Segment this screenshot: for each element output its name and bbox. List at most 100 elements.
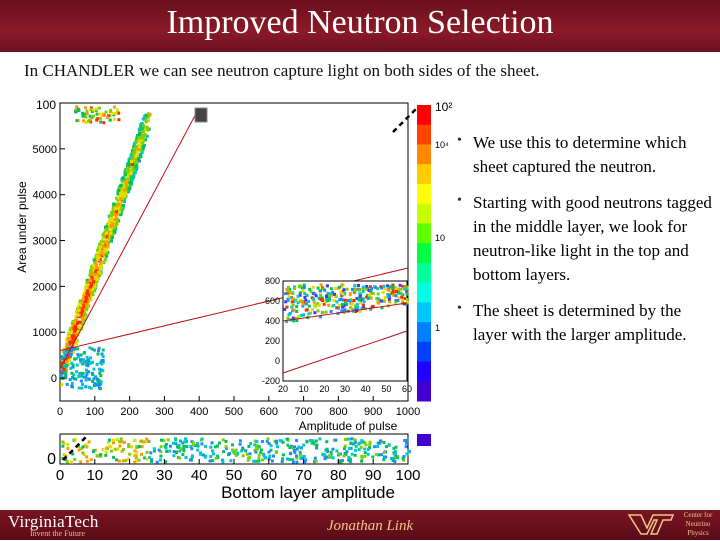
heat-cell bbox=[110, 234, 114, 238]
heat-cell bbox=[294, 298, 298, 302]
heat-cell bbox=[129, 159, 134, 164]
heat-cell bbox=[281, 457, 285, 461]
heat-cell bbox=[118, 440, 122, 444]
heat-cell bbox=[73, 438, 77, 442]
heat-cell bbox=[309, 439, 312, 442]
heat-cell bbox=[211, 452, 215, 456]
x-tick-label: 40 bbox=[361, 384, 371, 394]
heat-cell bbox=[382, 299, 386, 303]
heat-cell bbox=[381, 291, 385, 294]
heat-cell bbox=[94, 256, 98, 260]
heat-cell bbox=[360, 459, 364, 463]
heat-cell bbox=[112, 455, 115, 459]
main-x-ticks: 0 100 200 300 400 500 600 700 800 900 1000 bbox=[57, 396, 420, 418]
heat-cell bbox=[361, 287, 365, 291]
heat-cell bbox=[97, 253, 102, 258]
heat-cell bbox=[138, 153, 143, 157]
heat-cell bbox=[115, 196, 119, 200]
heat-cell bbox=[108, 110, 112, 114]
heat-cell bbox=[350, 452, 354, 456]
heat-cell bbox=[70, 460, 73, 464]
heat-cell bbox=[95, 255, 99, 259]
heat-cell bbox=[394, 445, 398, 449]
heat-cell bbox=[134, 144, 138, 149]
x-tick-label: 900 bbox=[364, 406, 382, 418]
heat-cell bbox=[140, 445, 144, 449]
vt-monogram-icon bbox=[627, 512, 675, 541]
heat-cell bbox=[107, 220, 111, 224]
figure-svg: 0 100 200 300 400 500 600 700 800 900 1000 0100020… bbox=[15, 98, 452, 502]
heat-cell bbox=[103, 230, 107, 234]
heat-cell bbox=[137, 159, 141, 163]
bottom-x-ticks: 0 10 20 30 40 50 60 70 80 90 100 bbox=[56, 459, 421, 484]
heat-cell bbox=[66, 443, 70, 446]
heat-cell bbox=[114, 209, 119, 213]
bottom-heatmap-cells bbox=[61, 434, 431, 464]
heat-cell bbox=[269, 444, 273, 448]
heat-cell bbox=[69, 348, 73, 352]
heat-cell bbox=[85, 355, 89, 359]
heat-cell bbox=[196, 448, 200, 452]
x-tick-label: 800 bbox=[329, 406, 347, 418]
heat-cell bbox=[299, 456, 303, 460]
heat-cell bbox=[70, 384, 74, 388]
heat-cell bbox=[66, 446, 70, 450]
heat-cell bbox=[139, 148, 143, 152]
heat-cell bbox=[82, 318, 86, 322]
heat-cell bbox=[77, 444, 80, 448]
heat-cell bbox=[104, 249, 108, 253]
heat-cell bbox=[139, 439, 143, 443]
heat-cell bbox=[347, 458, 351, 462]
heat-cell bbox=[75, 105, 79, 109]
heat-cell bbox=[103, 258, 107, 262]
heat-cell bbox=[363, 454, 367, 458]
heat-cell bbox=[375, 297, 379, 300]
heat-cell bbox=[387, 443, 391, 447]
heat-cell bbox=[118, 191, 123, 196]
heat-cell bbox=[81, 451, 85, 455]
center-label-line: Neutrino bbox=[685, 520, 711, 528]
heat-cell bbox=[253, 443, 257, 447]
heat-cell bbox=[331, 447, 335, 451]
heat-cell bbox=[99, 453, 103, 457]
heat-cell bbox=[73, 457, 77, 461]
heat-cell bbox=[111, 228, 115, 232]
heat-cell bbox=[303, 460, 307, 464]
heat-cell bbox=[157, 448, 161, 452]
heat-cell bbox=[379, 285, 383, 289]
heat-cell bbox=[323, 457, 327, 461]
heat-cell bbox=[82, 375, 86, 379]
heat-cell bbox=[348, 293, 352, 297]
heat-cell bbox=[216, 456, 220, 459]
heat-cell bbox=[397, 289, 401, 293]
heat-cell bbox=[257, 453, 261, 457]
heat-cell bbox=[113, 230, 117, 234]
heat-cell bbox=[247, 445, 251, 448]
heat-cell bbox=[92, 377, 96, 381]
heat-cell bbox=[338, 459, 342, 463]
heat-cell bbox=[113, 207, 117, 211]
main-x-axis-label: Amplitude of pulse bbox=[299, 419, 398, 433]
heat-cell bbox=[384, 445, 388, 449]
heat-cell bbox=[231, 448, 235, 452]
heat-cell bbox=[329, 287, 333, 291]
heat-cell bbox=[288, 446, 292, 449]
heat-cell bbox=[360, 439, 364, 443]
heat-cell bbox=[304, 298, 308, 302]
x-tick-label: 30 bbox=[340, 384, 350, 394]
heat-cell bbox=[228, 452, 232, 456]
y-tick-label: 200 bbox=[265, 336, 280, 346]
heat-cell bbox=[344, 437, 347, 441]
heat-cell bbox=[182, 449, 186, 453]
heat-cell bbox=[84, 115, 88, 119]
heat-cell bbox=[81, 316, 85, 320]
heat-cell bbox=[311, 285, 315, 289]
heat-cell bbox=[72, 321, 76, 325]
heat-cell bbox=[291, 316, 295, 320]
heat-cell bbox=[331, 290, 335, 294]
heat-cell bbox=[331, 456, 335, 460]
y-tick-label: 0 bbox=[51, 373, 57, 385]
heat-cell bbox=[328, 297, 332, 301]
heat-cell bbox=[82, 303, 87, 307]
heat-cell bbox=[99, 265, 103, 269]
